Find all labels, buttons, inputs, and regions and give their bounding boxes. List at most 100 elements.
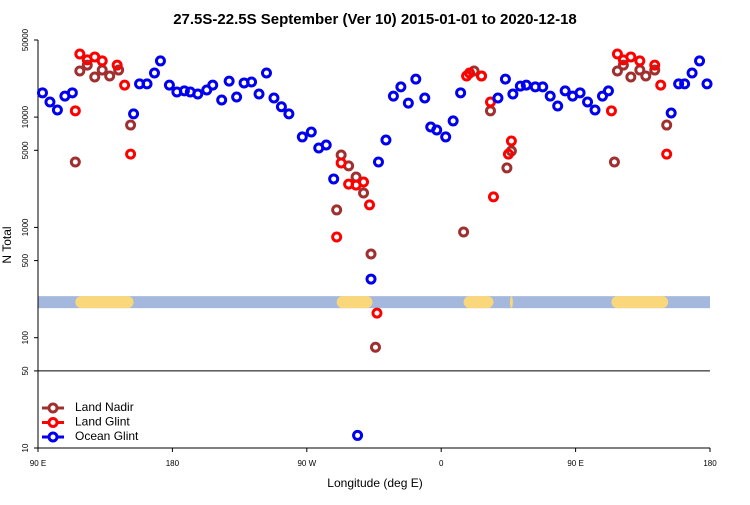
data-point bbox=[320, 139, 332, 151]
data-point bbox=[611, 65, 623, 77]
data-point bbox=[476, 70, 488, 82]
data-point bbox=[502, 148, 514, 160]
y-tick-label: 10 bbox=[21, 443, 30, 452]
data-point bbox=[104, 70, 116, 82]
data-point bbox=[505, 135, 517, 147]
data-point bbox=[649, 59, 661, 71]
land-segment bbox=[75, 296, 134, 309]
data-point bbox=[701, 78, 713, 90]
data-point bbox=[507, 88, 519, 100]
x-tick-label: 180 bbox=[166, 459, 180, 468]
data-point bbox=[520, 79, 532, 91]
data-point bbox=[268, 92, 280, 104]
data-point bbox=[492, 92, 504, 104]
legend-marker bbox=[47, 431, 59, 443]
data-point bbox=[387, 90, 399, 102]
data-point bbox=[458, 226, 470, 238]
data-point bbox=[358, 176, 370, 188]
data-point bbox=[464, 67, 476, 79]
data-point bbox=[634, 55, 646, 67]
data-point bbox=[673, 78, 685, 90]
data-point bbox=[352, 429, 364, 441]
data-point bbox=[589, 104, 601, 116]
data-point bbox=[544, 90, 556, 102]
x-tick-label: 90 E bbox=[30, 459, 46, 468]
data-point bbox=[499, 73, 511, 85]
data-point bbox=[207, 79, 219, 91]
data-point bbox=[358, 187, 370, 199]
x-tick-label: 180 bbox=[703, 459, 717, 468]
x-tick-label: 90 W bbox=[297, 459, 316, 468]
data-point bbox=[96, 55, 108, 67]
data-point bbox=[66, 87, 78, 99]
data-point bbox=[128, 108, 140, 120]
data-point bbox=[655, 79, 667, 91]
land-segment bbox=[611, 296, 669, 309]
ocean-strip bbox=[38, 296, 710, 309]
data-point bbox=[275, 101, 287, 113]
data-point bbox=[96, 64, 108, 76]
data-point bbox=[296, 131, 308, 143]
data-point bbox=[154, 55, 166, 67]
data-point bbox=[694, 55, 706, 67]
data-point bbox=[305, 126, 317, 138]
data-point bbox=[74, 48, 86, 60]
legend-marker bbox=[47, 417, 59, 428]
data-point bbox=[260, 67, 272, 79]
data-point bbox=[223, 75, 235, 87]
x-tick-label: 90 E bbox=[567, 459, 583, 468]
land-segment bbox=[509, 296, 513, 309]
data-point bbox=[331, 231, 343, 243]
data-point bbox=[69, 156, 81, 168]
data-point bbox=[419, 92, 431, 104]
data-point bbox=[665, 107, 677, 119]
data-point bbox=[608, 156, 620, 168]
data-point bbox=[328, 173, 340, 185]
data-point bbox=[369, 341, 381, 353]
data-point bbox=[69, 105, 81, 117]
data-point bbox=[447, 115, 459, 127]
legend-label: Land Nadir bbox=[75, 400, 134, 414]
data-point bbox=[552, 100, 564, 112]
legend-label: Ocean Glint bbox=[75, 429, 139, 443]
data-point bbox=[283, 108, 295, 120]
data-point bbox=[395, 81, 407, 93]
data-point bbox=[192, 88, 204, 100]
data-point bbox=[402, 97, 414, 109]
data-point bbox=[640, 70, 652, 82]
data-point bbox=[602, 85, 614, 97]
data-point bbox=[51, 104, 63, 116]
y-tick-label: 5000 bbox=[21, 141, 30, 159]
data-point bbox=[125, 119, 137, 131]
data-point bbox=[246, 76, 258, 88]
x-tick-label: 0 bbox=[439, 459, 444, 468]
y-tick-label: 50000 bbox=[21, 28, 30, 51]
y-tick-label: 10000 bbox=[21, 105, 30, 128]
data-point bbox=[81, 59, 93, 71]
data-point bbox=[431, 124, 443, 136]
data-point bbox=[501, 162, 513, 174]
data-point bbox=[141, 78, 153, 90]
data-point bbox=[113, 64, 125, 76]
data-point bbox=[111, 59, 123, 71]
data-point bbox=[686, 67, 698, 79]
data-point bbox=[371, 307, 383, 319]
data-point bbox=[365, 248, 377, 260]
data-point bbox=[596, 90, 608, 102]
data-point bbox=[410, 73, 422, 85]
land-segment bbox=[463, 296, 494, 309]
chart-title: 27.5S-22.5S September (Ver 10) 2015-01-0… bbox=[173, 11, 577, 28]
data-point bbox=[617, 59, 629, 71]
legend-marker bbox=[47, 402, 59, 414]
data-point bbox=[372, 156, 384, 168]
data-point bbox=[364, 199, 376, 211]
x-axis-label: Longitude (deg E) bbox=[327, 476, 422, 490]
data-point bbox=[625, 51, 637, 63]
data-point bbox=[125, 148, 137, 160]
land-segment bbox=[336, 296, 373, 309]
data-point bbox=[380, 134, 392, 146]
data-point bbox=[484, 105, 496, 117]
data-point bbox=[44, 96, 56, 108]
y-tick-label: 100 bbox=[21, 330, 30, 344]
